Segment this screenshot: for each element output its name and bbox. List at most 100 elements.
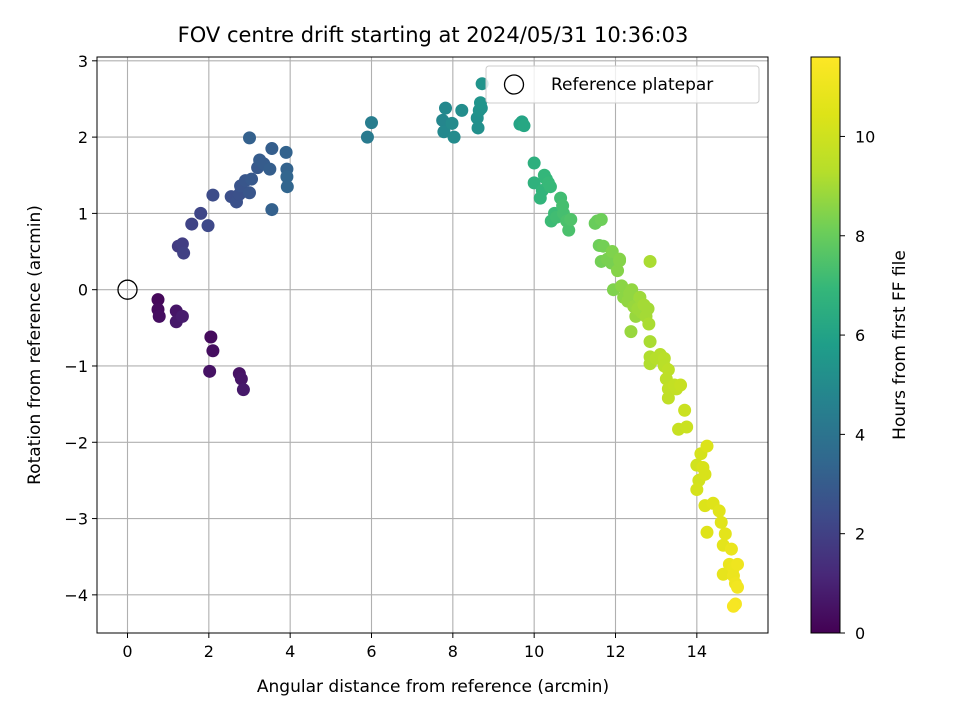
data-point xyxy=(437,125,451,139)
data-point xyxy=(698,467,712,481)
data-point xyxy=(265,203,279,217)
data-point xyxy=(527,156,541,170)
data-point xyxy=(194,206,208,220)
data-point xyxy=(611,264,625,278)
data-point xyxy=(718,527,732,541)
data-point xyxy=(471,121,485,135)
data-point xyxy=(615,279,629,293)
data-point xyxy=(280,170,294,184)
data-point xyxy=(204,330,218,344)
data-point xyxy=(234,372,248,386)
reference-marker-layer xyxy=(117,279,138,300)
colorbar-tick-label: 8 xyxy=(855,227,865,246)
data-point xyxy=(245,172,259,186)
y-tick-label: −4 xyxy=(64,586,88,605)
reference-platepar-marker xyxy=(117,279,138,300)
data-point xyxy=(712,504,726,518)
data-point xyxy=(643,335,657,349)
colorbar-tick-label: 2 xyxy=(855,525,865,544)
data-point xyxy=(206,188,220,202)
y-axis-label: Rotation from reference (arcmin) xyxy=(25,205,45,485)
data-point xyxy=(439,101,453,115)
x-tick-label: 4 xyxy=(285,642,295,661)
data-point xyxy=(613,254,627,268)
colorbar-tick-label: 0 xyxy=(855,624,865,643)
x-axis-ticks: 0 2 4 6 8 10 12 14 xyxy=(122,633,707,661)
data-point xyxy=(724,542,738,556)
data-point xyxy=(714,515,728,529)
data-point xyxy=(447,130,461,144)
data-point xyxy=(643,254,657,268)
data-point xyxy=(177,246,191,260)
data-point xyxy=(243,186,256,200)
data-point xyxy=(700,525,714,539)
data-point xyxy=(700,439,714,453)
colorbar-tick-label: 10 xyxy=(855,127,875,146)
data-point xyxy=(564,213,578,227)
data-point xyxy=(716,567,730,581)
y-tick-label: −1 xyxy=(64,357,88,376)
data-point xyxy=(151,293,165,307)
data-point xyxy=(265,142,279,156)
colorbar-tick-label: 4 xyxy=(855,425,865,444)
x-tick-label: 8 xyxy=(448,642,458,661)
data-point xyxy=(263,162,277,176)
legend-label-reference: Reference platepar xyxy=(551,75,713,95)
y-tick-label: 1 xyxy=(78,204,88,223)
data-point xyxy=(731,580,744,594)
data-point xyxy=(201,219,215,233)
y-axis-ticks: −4 −3 −2 −1 0 1 2 3 xyxy=(64,52,97,605)
y-tick-label: 2 xyxy=(78,128,88,147)
x-tick-label: 2 xyxy=(204,642,214,661)
colorbar-tick-label: 6 xyxy=(855,326,865,345)
data-point xyxy=(203,364,217,378)
data-point xyxy=(280,180,294,194)
data-point xyxy=(475,77,489,91)
colorbar-label: Hours from first FF file xyxy=(890,250,910,440)
data-point xyxy=(473,96,487,110)
x-tick-label: 14 xyxy=(687,642,707,661)
data-point xyxy=(445,116,459,130)
legend-box xyxy=(485,65,760,104)
data-point xyxy=(185,217,199,231)
x-tick-label: 10 xyxy=(524,642,544,661)
data-point xyxy=(455,103,469,117)
data-point xyxy=(527,176,541,190)
x-axis-label: Angular distance from reference (arcmin) xyxy=(257,677,609,697)
y-tick-label: 3 xyxy=(78,52,88,71)
data-point xyxy=(641,302,655,316)
data-point xyxy=(365,116,378,130)
data-point xyxy=(726,599,740,613)
colorbar-gradient xyxy=(810,56,841,634)
data-point xyxy=(562,223,576,237)
data-point xyxy=(594,213,608,227)
colorbar: 0 2 4 6 8 10 Hours from first FF file xyxy=(810,56,910,643)
scatter-points xyxy=(151,77,744,613)
data-point xyxy=(678,403,692,417)
data-point xyxy=(674,378,688,392)
data-point xyxy=(543,180,557,194)
data-point xyxy=(625,283,639,297)
data-point xyxy=(236,383,250,397)
data-point xyxy=(360,130,374,144)
data-point xyxy=(152,309,166,323)
x-tick-label: 12 xyxy=(605,642,625,661)
colorbar-ticks: 0 2 4 6 8 10 xyxy=(840,127,875,643)
plot-frame xyxy=(96,56,769,634)
data-point xyxy=(680,420,694,434)
data-point xyxy=(642,317,656,331)
data-point xyxy=(731,557,744,571)
grid xyxy=(97,57,768,633)
chart-title: FOV centre drift starting at 2024/05/31 … xyxy=(178,23,689,47)
data-point xyxy=(279,145,293,159)
data-point xyxy=(661,391,675,405)
legend: Reference platepar xyxy=(485,65,760,104)
legend-marker-reference xyxy=(503,74,525,95)
x-tick-label: 0 xyxy=(122,642,132,661)
y-tick-label: −3 xyxy=(64,510,88,529)
data-point xyxy=(206,344,220,358)
data-point xyxy=(690,483,704,497)
x-tick-label: 6 xyxy=(366,642,376,661)
y-tick-label: −2 xyxy=(64,433,88,452)
